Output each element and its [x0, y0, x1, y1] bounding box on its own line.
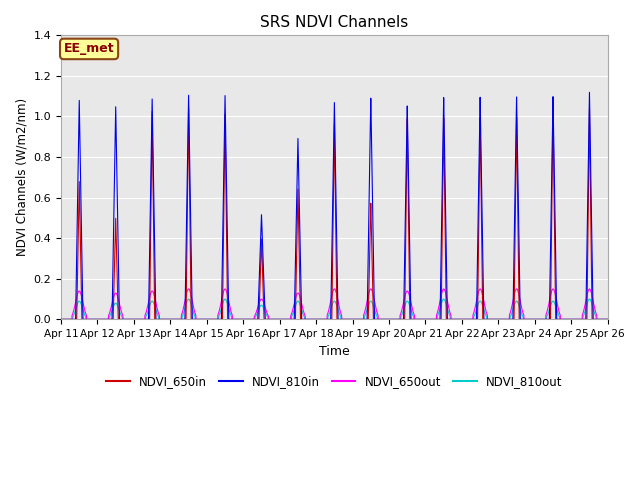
X-axis label: Time: Time: [319, 345, 349, 358]
Text: EE_met: EE_met: [64, 42, 115, 55]
Y-axis label: NDVI Channels (W/m2/nm): NDVI Channels (W/m2/nm): [15, 98, 28, 256]
Title: SRS NDVI Channels: SRS NDVI Channels: [260, 15, 408, 30]
Legend: NDVI_650in, NDVI_810in, NDVI_650out, NDVI_810out: NDVI_650in, NDVI_810in, NDVI_650out, NDV…: [101, 371, 568, 393]
